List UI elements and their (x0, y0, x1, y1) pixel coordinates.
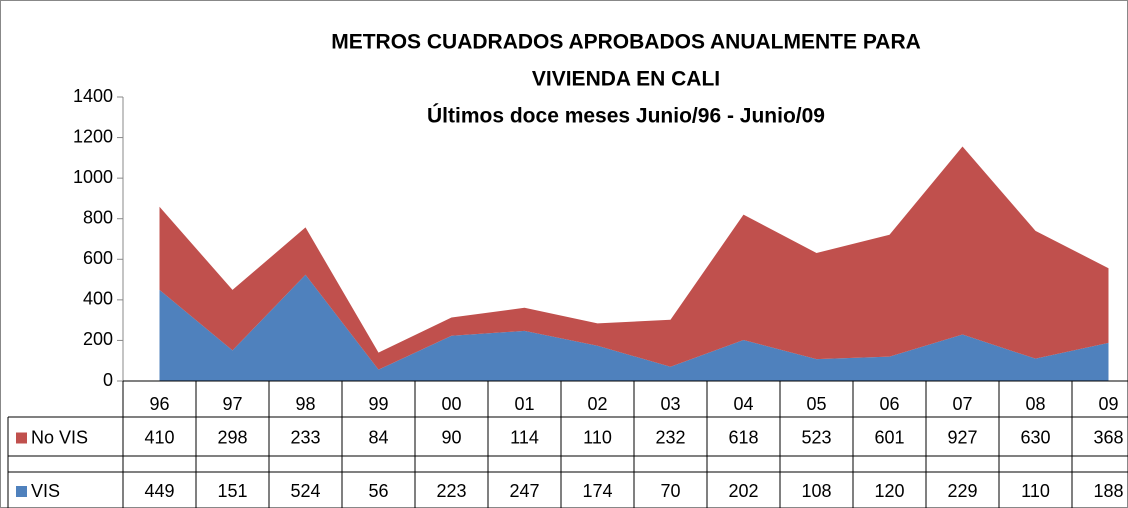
table-value: 524 (290, 481, 320, 501)
table-value: 56 (368, 481, 388, 501)
y-tick-label: 800 (83, 207, 113, 227)
table-value: 298 (217, 427, 247, 447)
table-value: 233 (290, 427, 320, 447)
table-value: 84 (368, 427, 388, 447)
legend-label: No VIS (31, 427, 88, 447)
chart-subtitle: Últimos doce meses Junio/96 - Junio/09 (427, 104, 825, 128)
y-tick-label: 1000 (73, 167, 113, 187)
table-value: 601 (874, 427, 904, 447)
x-tick-label: 04 (733, 394, 753, 414)
y-tick-label: 1200 (73, 126, 113, 146)
legend-label: VIS (31, 481, 60, 501)
table-value: 114 (510, 427, 539, 447)
y-tick-label: 600 (83, 248, 113, 268)
x-tick-label: 99 (368, 394, 388, 414)
table-value: 188 (1093, 481, 1123, 501)
table-value: 110 (1021, 481, 1050, 501)
x-tick-label: 00 (441, 394, 461, 414)
table-value: 232 (655, 427, 685, 447)
table-value: 618 (728, 427, 758, 447)
x-tick-label: 07 (952, 394, 972, 414)
table-value: 108 (801, 481, 831, 501)
table-value: 110 (583, 427, 612, 447)
chart-title: VIVIENDA EN CALI (532, 68, 720, 91)
legend-swatch (16, 486, 27, 497)
table-value: 630 (1020, 427, 1050, 447)
table-value: 247 (509, 481, 539, 501)
table-value: 90 (441, 427, 461, 447)
y-tick-label: 200 (83, 329, 113, 349)
x-tick-label: 06 (879, 394, 899, 414)
areas (159, 146, 1109, 381)
x-tick-label: 01 (514, 394, 534, 414)
y-tick-label: 400 (83, 289, 113, 309)
legend-swatch (16, 432, 27, 444)
table-value: 120 (874, 481, 904, 501)
y-tick-label: 1400 (73, 86, 113, 106)
table-value: 151 (217, 481, 247, 501)
table-value: 174 (582, 481, 612, 501)
x-tick-label: 96 (149, 394, 169, 414)
area (159, 146, 1109, 370)
table-value: 223 (436, 481, 466, 501)
table-value: 368 (1093, 427, 1123, 447)
x-tick-label: 03 (660, 394, 680, 414)
table-value: 70 (660, 481, 680, 501)
x-tick-label: 08 (1025, 394, 1045, 414)
x-tick-label: 02 (587, 394, 607, 414)
table-value: 523 (801, 427, 831, 447)
x-tick-label: 98 (295, 394, 315, 414)
x-tick-label: 97 (222, 394, 242, 414)
y-tick-label: 0 (103, 370, 113, 390)
table-value: 927 (947, 427, 977, 447)
chart-title: METROS CUADRADOS APROBADOS ANUALMENTE PA… (331, 31, 921, 54)
area (159, 274, 1109, 381)
x-tick-label: 09 (1098, 394, 1118, 414)
table-value: 202 (728, 481, 758, 501)
table-value: 229 (947, 481, 977, 501)
table-value: 449 (144, 481, 174, 501)
x-tick-label: 05 (806, 394, 826, 414)
table-value: 410 (144, 427, 174, 447)
